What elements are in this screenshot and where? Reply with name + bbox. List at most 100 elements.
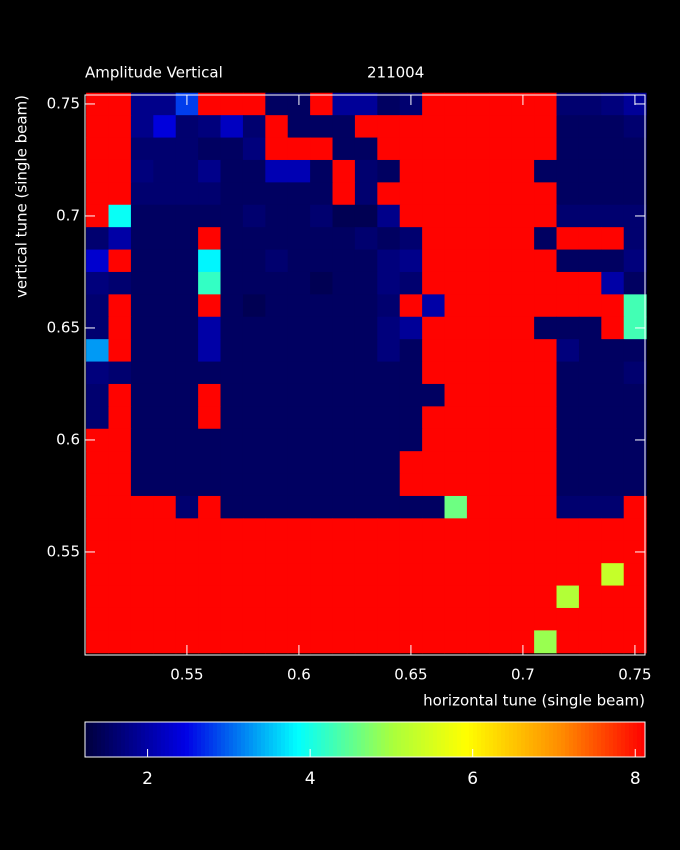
colorbar-step	[481, 722, 486, 757]
heatmap-cell	[511, 137, 535, 161]
heatmap-cell	[578, 361, 602, 385]
colorbar-step	[313, 722, 318, 757]
heatmap-cell	[242, 473, 266, 497]
heatmap-cell	[466, 451, 490, 475]
heatmap-cell	[399, 383, 423, 407]
heatmap-cell	[578, 159, 602, 183]
heatmap-cell	[578, 383, 602, 407]
heatmap-cell	[265, 339, 289, 363]
heatmap-cell	[601, 204, 625, 228]
heatmap-cell	[175, 406, 199, 430]
heatmap-cell	[354, 630, 378, 654]
heatmap-cell	[108, 607, 132, 631]
heatmap-cell	[332, 271, 356, 295]
heatmap-cell	[578, 294, 602, 318]
heatmap-cell	[623, 406, 647, 430]
heatmap-cell	[108, 339, 132, 363]
colorbar-step	[113, 722, 118, 757]
heatmap-cell	[153, 249, 177, 273]
colorbar-step	[337, 722, 342, 757]
heatmap-cell	[511, 159, 535, 183]
heatmap-cell	[86, 249, 110, 273]
heatmap-cell	[556, 271, 580, 295]
heatmap-cell	[265, 563, 289, 587]
heatmap-cell	[377, 563, 401, 587]
colorbar-step	[289, 722, 294, 757]
colorbar-step	[257, 722, 262, 757]
heatmap-cell	[86, 563, 110, 587]
heatmap-cell	[153, 182, 177, 206]
heatmap-cell	[287, 361, 311, 385]
heatmap-cell	[130, 159, 154, 183]
heatmap-cell	[578, 585, 602, 609]
heatmap-cell	[601, 630, 625, 654]
heatmap-cell	[399, 182, 423, 206]
heatmap-cell	[332, 630, 356, 654]
heatmap-cell	[534, 585, 558, 609]
heatmap-cell	[153, 585, 177, 609]
heatmap-cell	[310, 294, 334, 318]
heatmap-cell	[466, 249, 490, 273]
heatmap-cell	[534, 249, 558, 273]
heatmap-cell	[377, 585, 401, 609]
heatmap-cell	[534, 518, 558, 542]
heatmap-cell	[175, 630, 199, 654]
heatmap-cell	[377, 316, 401, 340]
heatmap-cell	[198, 630, 222, 654]
heatmap-cell	[444, 159, 468, 183]
colorbar-step	[133, 722, 138, 757]
colorbar-step	[381, 722, 386, 757]
heatmap-cell	[153, 115, 177, 139]
heatmap-cell	[354, 137, 378, 161]
heatmap-cell	[466, 204, 490, 228]
heatmap-cell	[287, 271, 311, 295]
colorbar-step	[221, 722, 226, 757]
heatmap-cell	[310, 249, 334, 273]
heatmap-cell	[354, 473, 378, 497]
heatmap-cell	[444, 630, 468, 654]
heatmap-cell	[444, 473, 468, 497]
heatmap-cell	[310, 271, 334, 295]
heatmap-cell	[354, 115, 378, 139]
heatmap-cell	[422, 428, 446, 452]
colorbar-step	[421, 722, 426, 757]
heatmap-cell	[399, 115, 423, 139]
heatmap-cell	[175, 159, 199, 183]
heatmap-cell	[556, 249, 580, 273]
heatmap-cell	[578, 607, 602, 631]
heatmap-cell	[578, 428, 602, 452]
heatmap-cell	[220, 339, 244, 363]
heatmap-cell	[198, 316, 222, 340]
heatmap-cell	[198, 540, 222, 564]
heatmap-cell	[175, 339, 199, 363]
heatmap-cell	[153, 339, 177, 363]
heatmap-cell	[422, 563, 446, 587]
heatmap-cell	[556, 585, 580, 609]
colorbar-step	[229, 722, 234, 757]
colorbar-step	[237, 722, 242, 757]
heatmap-cell	[153, 473, 177, 497]
heatmap-cell	[511, 316, 535, 340]
heatmap-cell	[86, 294, 110, 318]
heatmap-cell	[534, 115, 558, 139]
heatmap-cell	[220, 92, 244, 116]
heatmap-cell	[153, 137, 177, 161]
colorbar-step	[609, 722, 614, 757]
heatmap-cell	[265, 137, 289, 161]
colorbar-step	[317, 722, 322, 757]
x-tick-label: 0.55	[170, 666, 203, 684]
colorbar-step	[349, 722, 354, 757]
heatmap-cell	[444, 182, 468, 206]
heatmap-cell	[175, 204, 199, 228]
heatmap-cell	[175, 361, 199, 385]
heatmap-cell	[601, 159, 625, 183]
heatmap-cell	[153, 271, 177, 295]
heatmap-cell	[332, 607, 356, 631]
colorbar-step	[449, 722, 454, 757]
heatmap-cell	[556, 92, 580, 116]
colorbar-step	[389, 722, 394, 757]
heatmap-cell	[108, 383, 132, 407]
colorbar-step	[505, 722, 510, 757]
heatmap-cell	[489, 294, 513, 318]
heatmap-cell	[108, 451, 132, 475]
